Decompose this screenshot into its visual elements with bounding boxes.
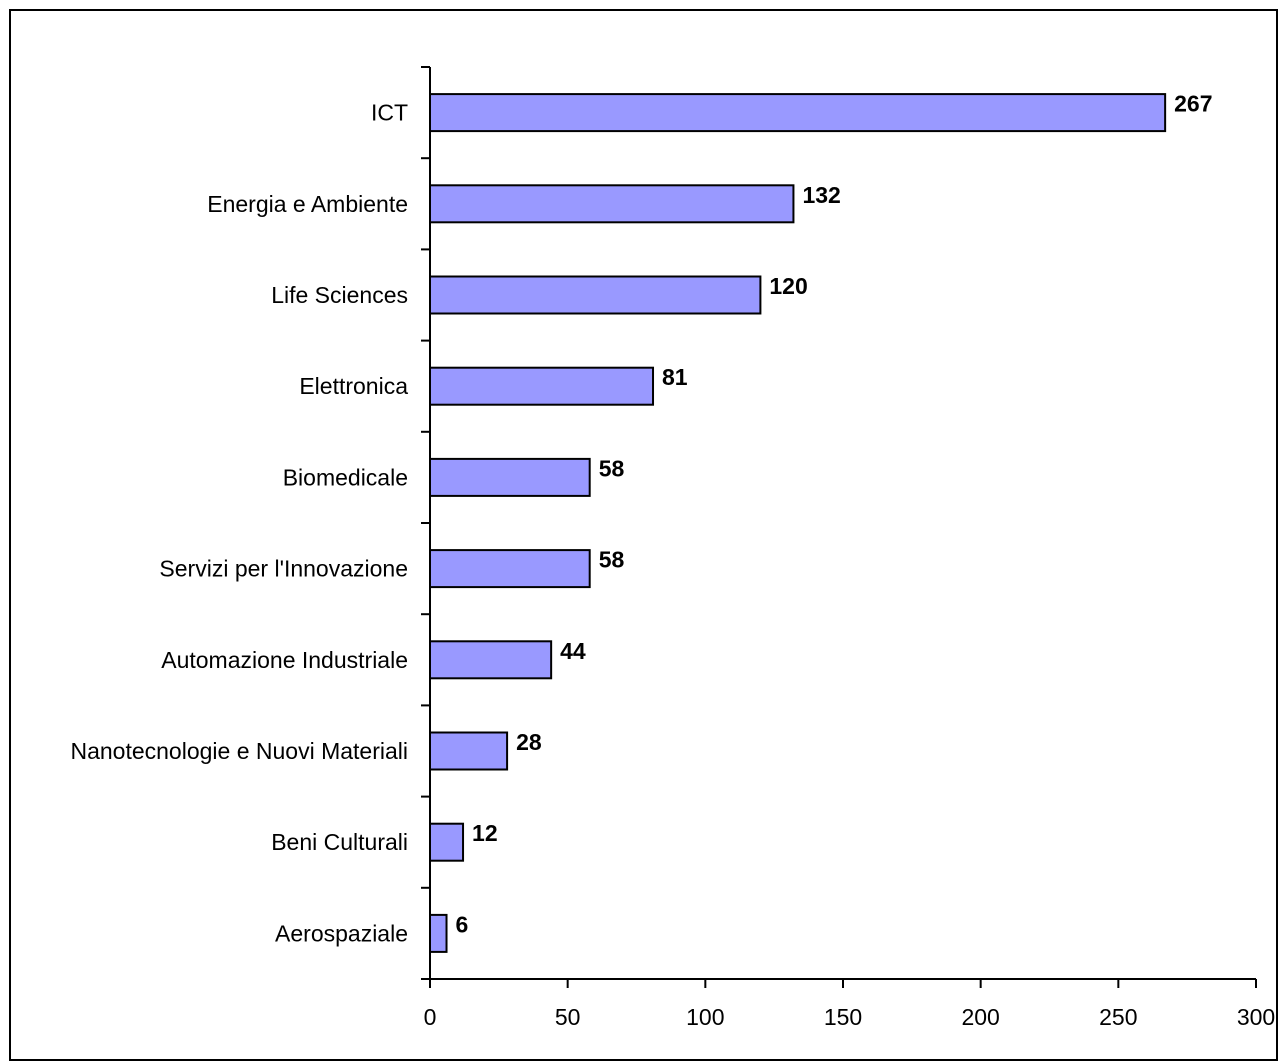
category-label: ICT <box>371 100 408 126</box>
axes-layer <box>421 66 1257 988</box>
data-label: 81 <box>662 364 688 390</box>
bar <box>429 822 465 862</box>
bar <box>429 549 591 589</box>
data-label: 120 <box>769 273 807 299</box>
bar <box>429 184 795 224</box>
data-label: 6 <box>456 911 469 937</box>
labels-layer: ICT 267 Energia e Ambiente 132 Life Sciences… <box>70 91 1275 1030</box>
x-tick-label: 150 <box>824 1004 862 1030</box>
x-tick-label: 50 <box>555 1004 581 1030</box>
bars-layer <box>429 93 1167 953</box>
bar <box>429 640 553 680</box>
data-label: 58 <box>599 455 625 481</box>
category-label: Beni Culturali <box>271 829 408 855</box>
data-label: 267 <box>1174 91 1212 117</box>
x-tick-label: 250 <box>1099 1004 1137 1030</box>
category-label: Energia e Ambiente <box>207 191 408 217</box>
x-tick-label: 100 <box>686 1004 724 1030</box>
category-label: Life Sciences <box>271 282 408 308</box>
bar <box>429 275 762 315</box>
data-label: 28 <box>516 729 542 755</box>
category-label: Aerospaziale <box>275 920 408 946</box>
category-label: Nanotecnologie e Nuovi Materiali <box>70 738 408 764</box>
bar <box>429 913 448 953</box>
category-label: Elettronica <box>299 373 408 399</box>
x-tick-label: 300 <box>1237 1004 1275 1030</box>
data-label: 132 <box>802 182 840 208</box>
data-label: 44 <box>560 638 586 664</box>
bar <box>429 457 591 497</box>
x-tick-label: 200 <box>961 1004 999 1030</box>
category-label: Servizi per l'Innovazione <box>159 556 408 582</box>
bar <box>429 366 655 406</box>
category-label: Biomedicale <box>283 464 408 490</box>
data-label: 58 <box>599 547 625 573</box>
bar <box>429 731 509 771</box>
bar <box>429 93 1167 133</box>
data-label: 12 <box>472 820 498 846</box>
x-tick-label: 0 <box>424 1004 437 1030</box>
category-label: Automazione Industriale <box>161 647 408 673</box>
